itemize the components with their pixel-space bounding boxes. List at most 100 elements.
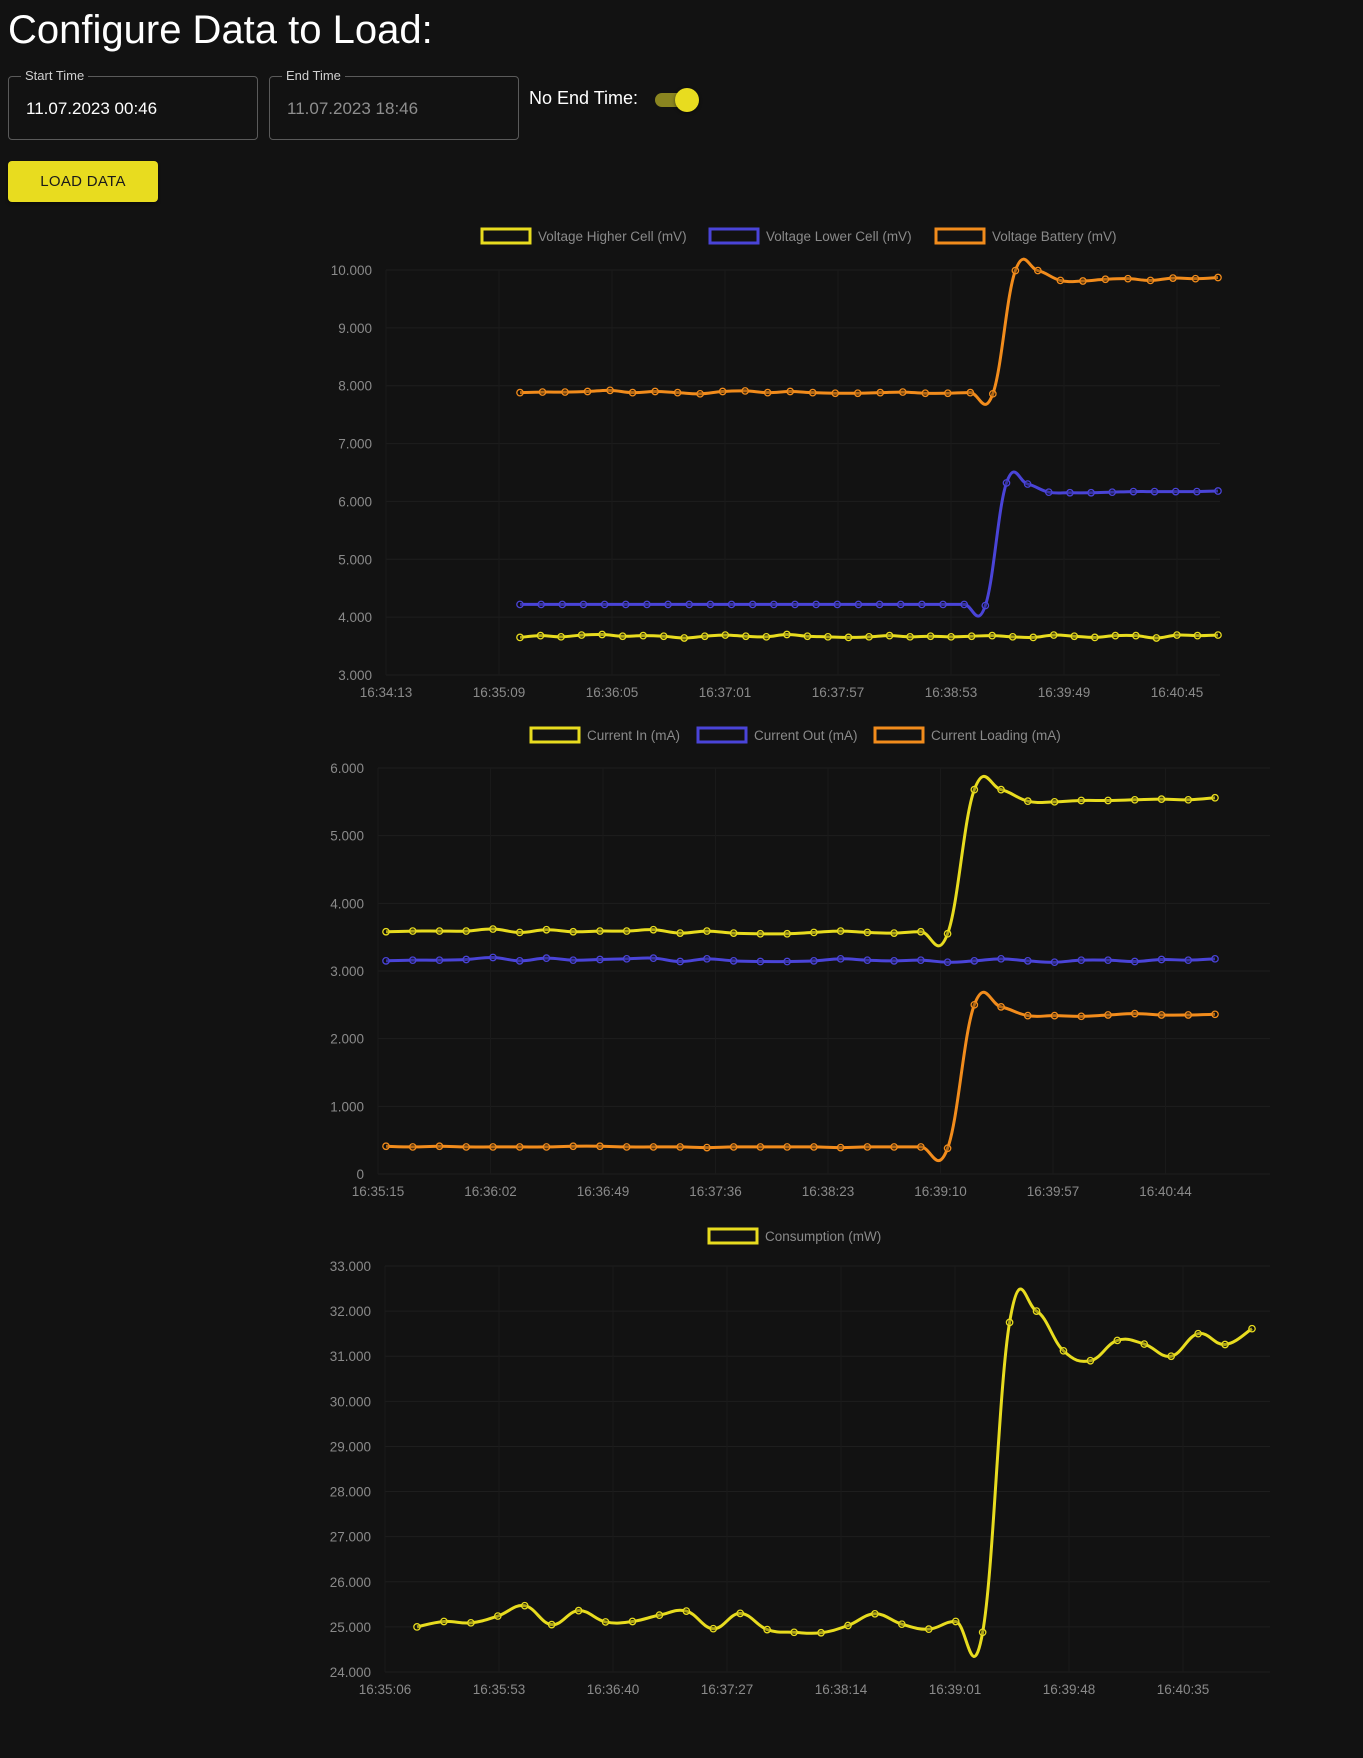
y-tick-label: 2.000 bbox=[330, 1032, 364, 1047]
data-point bbox=[557, 632, 565, 641]
data-point bbox=[676, 929, 685, 937]
y-tick-label: 27.000 bbox=[330, 1530, 371, 1545]
start-time-field[interactable]: Start Time bbox=[8, 68, 258, 140]
data-point bbox=[536, 631, 545, 640]
start-time-input[interactable] bbox=[26, 99, 241, 119]
y-tick-label: 24.000 bbox=[330, 1665, 371, 1680]
data-point bbox=[1050, 958, 1059, 967]
x-tick-label: 16:40:44 bbox=[1139, 1184, 1192, 1199]
legend-swatch bbox=[707, 1227, 759, 1245]
data-point bbox=[413, 1623, 421, 1631]
data-point bbox=[382, 1142, 390, 1151]
data-point bbox=[643, 600, 651, 609]
data-point bbox=[916, 1143, 925, 1151]
data-point bbox=[569, 956, 578, 965]
data-point bbox=[516, 633, 524, 642]
data-point bbox=[854, 600, 863, 609]
data-point bbox=[1157, 955, 1166, 964]
data-point bbox=[943, 929, 952, 938]
data-point bbox=[1171, 487, 1180, 496]
data-point bbox=[721, 631, 730, 639]
data-point bbox=[622, 954, 631, 963]
data-point bbox=[515, 928, 524, 937]
data-point bbox=[1193, 631, 1202, 640]
x-tick-label: 16:37:36 bbox=[689, 1184, 742, 1199]
data-point bbox=[790, 1628, 798, 1637]
y-tick-label: 31.000 bbox=[330, 1349, 371, 1364]
data-point bbox=[831, 389, 840, 398]
y-tick-label: 25.000 bbox=[330, 1620, 371, 1635]
data-point bbox=[727, 600, 736, 609]
y-tick-label: 30.000 bbox=[330, 1394, 371, 1409]
y-tick-label: 7.000 bbox=[338, 437, 372, 452]
data-point bbox=[561, 388, 569, 396]
y-tick-label: 9.000 bbox=[338, 321, 372, 336]
data-point bbox=[863, 956, 872, 965]
page-title: Configure Data to Load: bbox=[8, 8, 433, 52]
x-tick-label: 16:39:49 bbox=[1038, 685, 1091, 700]
legend-label: Voltage Battery (mV) bbox=[992, 229, 1117, 244]
load-data-button[interactable]: LOAD DATA bbox=[8, 161, 158, 202]
data-point bbox=[1059, 1346, 1068, 1355]
data-point bbox=[537, 600, 546, 609]
data-point bbox=[943, 958, 952, 967]
data-point bbox=[1077, 956, 1086, 965]
current-chart: 0 1.000 2.000 3.000 4.000 5.000 6.000 16:35:15 1… bbox=[330, 726, 1270, 1199]
data-point bbox=[1130, 1009, 1139, 1018]
data-point bbox=[906, 632, 914, 641]
y-tick-label: 3.000 bbox=[330, 964, 364, 979]
data-point bbox=[1214, 273, 1222, 282]
data-point bbox=[1211, 793, 1219, 802]
no-end-time-toggle[interactable] bbox=[653, 88, 699, 112]
data-point bbox=[918, 600, 926, 609]
data-point bbox=[1124, 274, 1132, 283]
x-tick-label: 16:37:27 bbox=[701, 1682, 754, 1697]
data-point bbox=[579, 600, 588, 609]
y-tick-label: 4.000 bbox=[338, 610, 372, 625]
data-point bbox=[824, 632, 832, 641]
end-time-field[interactable]: End Time bbox=[269, 68, 519, 140]
series-line bbox=[385, 955, 1216, 964]
end-time-label: End Time bbox=[282, 68, 345, 83]
data-point bbox=[706, 600, 715, 609]
data-point bbox=[1086, 1356, 1095, 1365]
data-point bbox=[435, 927, 444, 935]
data-point bbox=[1211, 954, 1219, 963]
x-tick-label: 16:39:57 bbox=[1027, 1184, 1080, 1199]
x-tick-label: 16:39:48 bbox=[1043, 1682, 1096, 1697]
x-tick-label: 16:36:40 bbox=[587, 1682, 640, 1697]
data-point bbox=[970, 957, 979, 965]
data-point bbox=[783, 630, 791, 639]
data-point bbox=[808, 388, 817, 397]
data-point bbox=[1104, 796, 1112, 805]
data-point bbox=[736, 1609, 745, 1618]
toggle-thumb[interactable] bbox=[675, 88, 699, 112]
consumption-chart: 24.000 25.000 26.000 27.000 28.000 29.000 30.0… bbox=[330, 1227, 1270, 1697]
data-point bbox=[598, 630, 606, 639]
data-point bbox=[600, 600, 609, 609]
data-point bbox=[1214, 487, 1222, 495]
data-point bbox=[1221, 1340, 1229, 1349]
data-point bbox=[1090, 633, 1099, 642]
data-point bbox=[1194, 1329, 1202, 1338]
x-tick-label: 16:36:49 bbox=[577, 1184, 630, 1199]
data-point bbox=[1066, 488, 1074, 497]
data-point bbox=[951, 1617, 960, 1626]
data-point bbox=[1167, 1352, 1176, 1361]
data-point bbox=[960, 600, 969, 609]
data-point bbox=[462, 1143, 471, 1151]
data-point bbox=[916, 927, 925, 936]
data-point bbox=[997, 954, 1005, 963]
data-point bbox=[756, 957, 765, 966]
data-point bbox=[943, 389, 952, 398]
series-line bbox=[385, 774, 1216, 948]
data-point bbox=[898, 388, 907, 396]
data-point bbox=[1011, 266, 1020, 275]
data-point bbox=[1023, 797, 1032, 806]
data-point bbox=[890, 957, 898, 965]
data-point bbox=[696, 389, 704, 398]
data-point bbox=[408, 956, 417, 965]
data-point bbox=[680, 634, 689, 642]
data-point bbox=[659, 632, 668, 641]
end-time-input[interactable] bbox=[287, 99, 502, 119]
